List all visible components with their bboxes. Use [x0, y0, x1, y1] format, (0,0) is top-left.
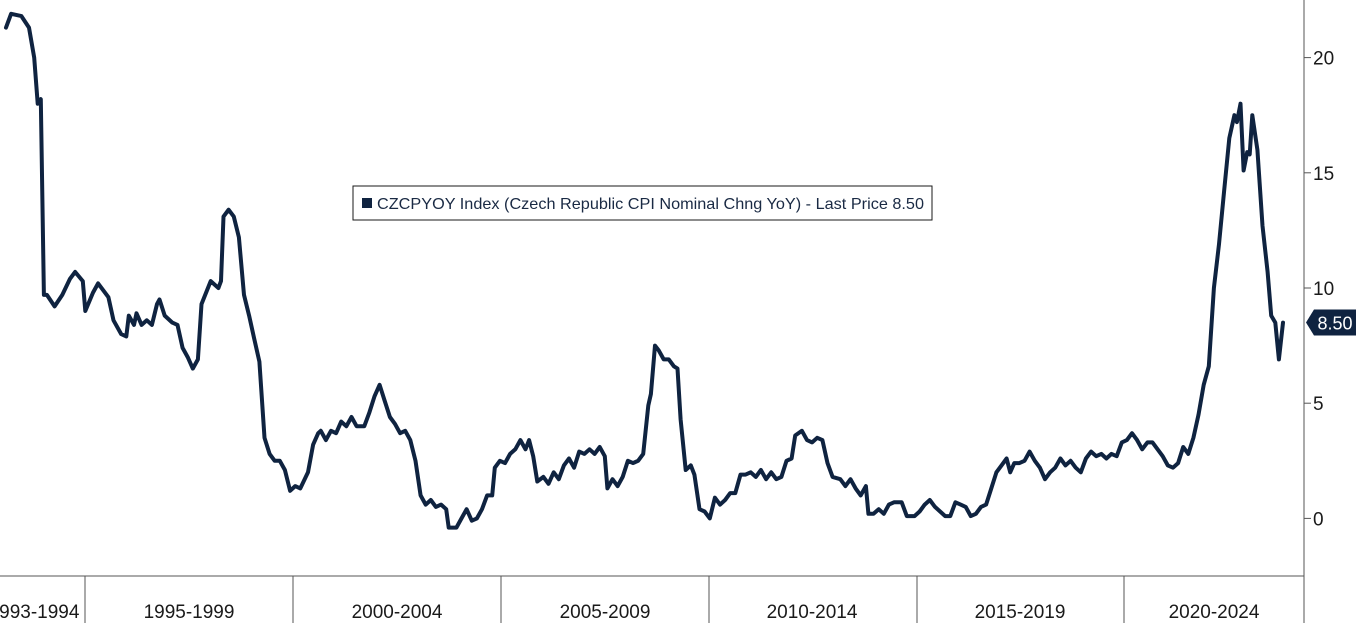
legend: CZCPYOY Index (Czech Republic CPI Nomina…: [352, 185, 933, 221]
x-category-label: 1993-1994: [0, 602, 80, 623]
x-category-label: 2020-2024: [1169, 602, 1260, 623]
last-price-box: [1306, 309, 1356, 336]
y-tick-label: 20: [1313, 49, 1334, 70]
x-category-label: 2005-2009: [560, 602, 651, 623]
y-tick-label: 15: [1313, 164, 1334, 185]
legend-swatch: [362, 198, 372, 208]
axes: [0, 0, 1305, 577]
y-tick-label: 10: [1313, 279, 1334, 300]
x-category-label: 1995-1999: [144, 602, 235, 623]
x-category-label: 2000-2004: [352, 602, 443, 623]
series-line: [4, 11, 1285, 530]
x-axis-categories: 1993-1994 1995-1999 2000-2004 2005-2009 2010…: [0, 576, 1305, 623]
x-category-label: 2010-2014: [767, 602, 858, 623]
y-tick-label: 0: [1313, 509, 1324, 530]
last-price-marker: 8.50: [1306, 309, 1356, 336]
legend-box: [352, 185, 933, 221]
y-tick-label: 5: [1313, 394, 1324, 415]
legend-entry: CZCPYOY Index (Czech Republic CPI Nomina…: [377, 196, 924, 213]
x-category-label: 2015-2019: [975, 602, 1066, 623]
last-price-label: 8.50: [1317, 314, 1352, 334]
y-axis-ticks: 0 5 10 15 20: [1304, 49, 1334, 530]
